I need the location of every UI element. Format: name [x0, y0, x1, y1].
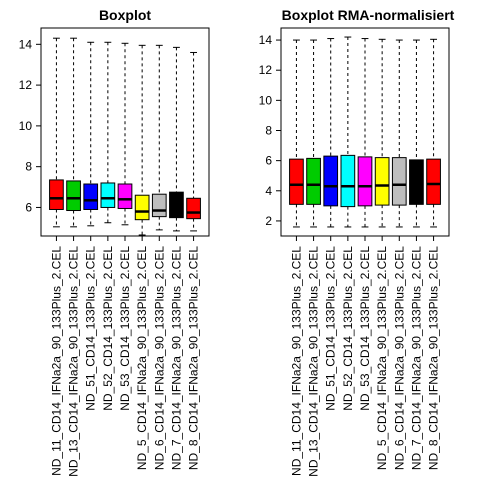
box-iqr	[83, 183, 99, 210]
y-tick-label: 14	[19, 37, 33, 51]
y-tick-label: 6	[265, 154, 272, 168]
box-6	[134, 44, 150, 236]
box-3	[323, 38, 339, 228]
x-category-label: ND_8_CD14_IFNa2a_90_133Plus_2.CEL	[427, 246, 441, 470]
x-category-label: ND_52_CD14_133Plus_2.CEL	[341, 246, 355, 411]
chart-title: Boxplot	[99, 7, 151, 23]
x-category-label: ND_5_CD14_IFNa2a_90_133Plus_2.CEL	[375, 246, 389, 470]
box-8	[409, 39, 424, 228]
x-category-label: ND_53_CD14_133Plus_2.CEL	[118, 246, 132, 411]
x-category-label: ND_51_CD14_133Plus_2.CEL	[324, 246, 338, 411]
y-tick-label: 4	[265, 184, 272, 198]
y-tick-label: 6	[25, 200, 32, 214]
box-iqr	[100, 182, 116, 208]
chart-title: Boxplot RMA-normalisiert	[282, 7, 455, 23]
y-tick-label: 8	[25, 160, 32, 174]
box-4	[100, 41, 116, 224]
box-iqr	[323, 155, 339, 207]
x-axis: ND_11_CD14_IFNa2a_90_133Plus_2.CEL ND_13_…	[289, 236, 441, 477]
x-axis: ND_11_CD14_IFNa2a_90_133Plus_2.CEL ND_13_…	[49, 236, 201, 477]
box-5	[117, 42, 133, 226]
boxes	[289, 36, 441, 228]
y-tick-label: 12	[19, 78, 33, 92]
x-category-label: ND_6_CD14_IFNa2a_90_133Plus_2.CEL	[392, 246, 406, 470]
box-9	[186, 51, 201, 232]
box-iqr	[306, 157, 321, 205]
x-category-label: ND_51_CD14_133Plus_2.CEL	[84, 246, 98, 411]
y-tick-label: 10	[19, 119, 33, 133]
y-axis: 6 8 10 12 14	[19, 37, 41, 214]
y-tick-label: 12	[259, 63, 273, 77]
x-category-label: ND_13_CD14_IFNa2a_90_133Plus_2.CEL	[67, 246, 81, 477]
box-iqr	[49, 179, 64, 210]
box-1	[49, 37, 64, 228]
x-category-label: ND_7_CD14_IFNa2a_90_133Plus_2.CEL	[169, 246, 183, 470]
panel-boxplot-raw: Boxplot 6 8 10 12 14 ND_11_CD14_IFNa2a_90_13…	[19, 7, 210, 477]
box-1	[289, 39, 304, 228]
y-axis: 2 4 6 8 10 12 14	[259, 33, 281, 228]
box-iqr	[289, 158, 304, 205]
box-iqr	[169, 191, 184, 219]
box-2	[66, 37, 81, 228]
x-category-label: ND_8_CD14_IFNa2a_90_133Plus_2.CEL	[187, 246, 201, 470]
box-iqr	[426, 158, 441, 205]
y-tick-label: 14	[259, 33, 273, 47]
box-6	[374, 38, 390, 228]
box-4	[340, 36, 356, 228]
box-iqr	[151, 193, 167, 218]
x-category-label: ND_5_CD14_IFNa2a_90_133Plus_2.CEL	[135, 246, 149, 470]
box-iqr	[409, 159, 424, 205]
box-iqr	[66, 180, 81, 212]
box-iqr	[340, 154, 356, 208]
x-category-label: ND_13_CD14_IFNa2a_90_133Plus_2.CEL	[307, 246, 321, 477]
y-tick-label: 10	[259, 93, 273, 107]
x-category-label: ND_11_CD14_IFNa2a_90_133Plus_2.CEL	[289, 246, 303, 476]
panel-boxplot-rma-normalized: Boxplot RMA-normalisiert 2 4 6 8 10 12 14 ND_1…	[259, 7, 455, 477]
y-tick-label: 2	[265, 214, 272, 228]
x-category-label: ND_7_CD14_IFNa2a_90_133Plus_2.CEL	[409, 246, 423, 470]
box-9	[426, 38, 441, 228]
x-category-label: ND_52_CD14_133Plus_2.CEL	[101, 246, 115, 411]
box-7	[391, 39, 407, 228]
box-iqr	[357, 156, 373, 207]
box-7	[151, 44, 167, 231]
y-tick-label: 8	[265, 123, 272, 137]
box-8	[169, 46, 184, 232]
x-category-label: ND_11_CD14_IFNa2a_90_133Plus_2.CEL	[49, 246, 63, 476]
x-category-label: ND_53_CD14_133Plus_2.CEL	[358, 246, 372, 411]
box-5	[357, 38, 373, 228]
box-iqr	[186, 197, 201, 220]
box-3	[83, 41, 99, 227]
box-iqr	[134, 194, 150, 221]
x-category-label: ND_6_CD14_IFNa2a_90_133Plus_2.CEL	[152, 246, 166, 470]
box-iqr	[117, 183, 133, 209]
box-iqr	[391, 157, 407, 206]
boxes	[49, 37, 201, 236]
box-iqr	[374, 157, 390, 206]
box-2	[306, 39, 321, 228]
